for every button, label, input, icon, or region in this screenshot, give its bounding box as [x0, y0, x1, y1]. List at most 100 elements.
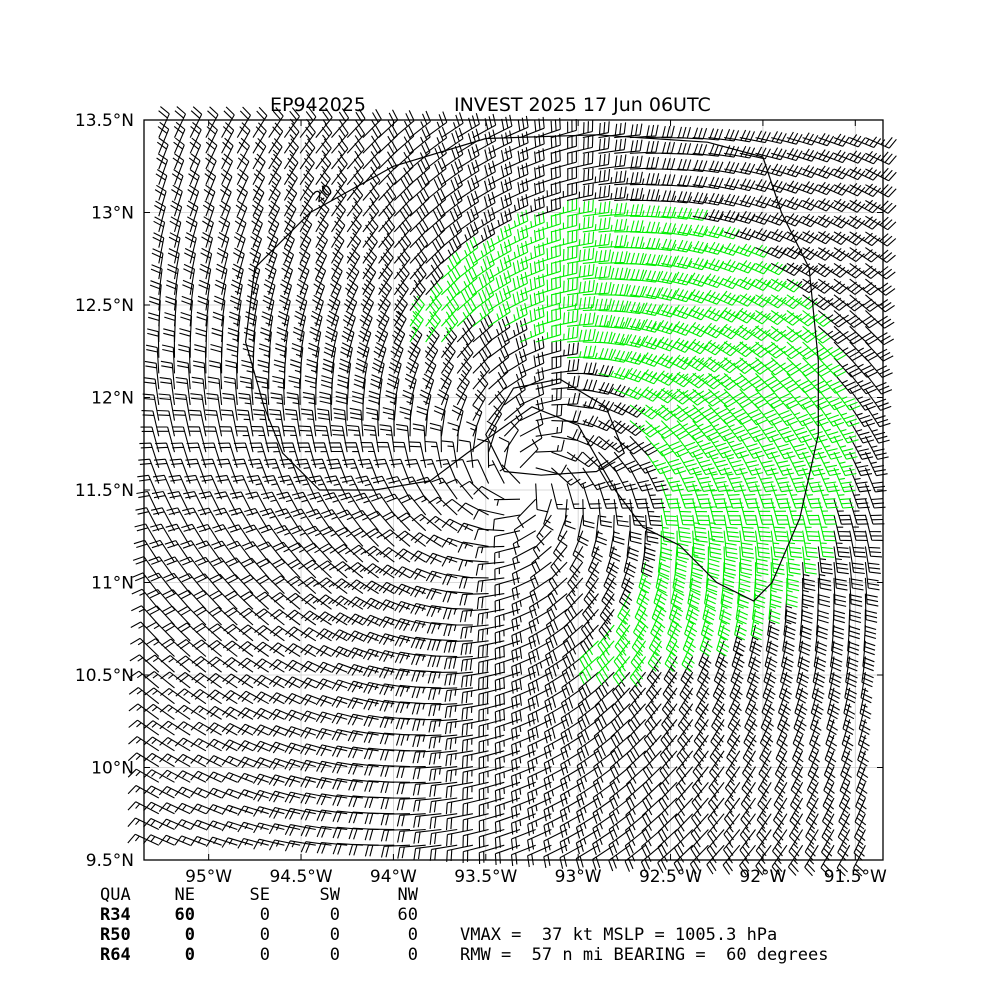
wind-barb — [723, 483, 745, 509]
wind-barb — [393, 125, 415, 154]
wind-barb — [553, 530, 568, 562]
wind-barb — [394, 634, 426, 647]
wind-barb — [324, 475, 348, 500]
wind-barb — [723, 530, 738, 560]
wind-barb — [380, 813, 411, 826]
wind-barb — [755, 829, 772, 860]
wind-barb — [425, 280, 443, 311]
wind-barb — [226, 540, 254, 563]
wind-barb — [629, 237, 661, 250]
wind-barb — [389, 458, 411, 484]
wind-barb — [233, 442, 254, 468]
wind-barb — [316, 809, 348, 822]
wind-barb — [858, 703, 871, 735]
wind-barb — [826, 703, 838, 736]
wind-barb — [708, 766, 725, 797]
wind-barb — [786, 388, 815, 410]
x-axis-ticks: 95°W 94.5°W 94°W 93.5°W 93°W 92.5°W 92°W 91.5°W — [185, 120, 887, 887]
wind-barb — [133, 539, 160, 563]
wind-barb — [706, 829, 725, 859]
wind-barb — [223, 623, 254, 642]
wind-barb — [284, 791, 316, 804]
quadrant-row-label: R50 — [100, 925, 131, 945]
wind-barb — [544, 656, 568, 682]
wind-barb — [777, 703, 791, 736]
wind-barb — [849, 593, 862, 624]
wind-barb — [706, 844, 725, 875]
quadrant-value: 0 — [260, 905, 270, 925]
wind-barb — [841, 719, 854, 751]
wind-barb — [157, 409, 176, 437]
wind-barb — [849, 420, 875, 444]
wind-barb — [175, 704, 207, 720]
wind-barb — [802, 530, 819, 559]
wind-barb — [842, 703, 855, 735]
wind-barb — [189, 121, 202, 154]
wind-barb — [582, 281, 612, 296]
wind-barb — [376, 441, 395, 468]
wind-barb — [624, 844, 646, 872]
wind-barb — [253, 838, 285, 850]
wind-barb — [818, 215, 850, 229]
wind-barb — [392, 441, 411, 468]
wind-barb — [582, 169, 611, 186]
wind-barb — [176, 655, 207, 673]
wind-barb — [461, 703, 489, 720]
wind-barb — [206, 689, 238, 705]
wind-barb — [768, 593, 781, 625]
wind-barb — [196, 523, 223, 547]
wind-barb — [545, 624, 568, 651]
wind-barb — [755, 278, 787, 292]
wind-barb — [456, 128, 480, 154]
wind-barb — [383, 493, 411, 516]
wind-barb — [519, 273, 545, 296]
wind-barb — [865, 278, 896, 296]
wind-barb — [341, 326, 355, 358]
quadrant-value: 0 — [330, 945, 340, 965]
wind-barb — [419, 389, 432, 421]
wind-barb — [847, 624, 860, 656]
wind-barb — [543, 734, 568, 759]
wind-barb — [593, 750, 615, 778]
wind-barb — [246, 474, 270, 500]
wind-barb — [315, 216, 329, 248]
wind-barb — [284, 726, 316, 738]
wind-barb — [551, 261, 578, 280]
wind-barb — [362, 109, 382, 138]
wind-barb — [248, 458, 270, 484]
wind-barb — [551, 293, 579, 312]
wind-barb — [294, 310, 307, 343]
wind-barb — [404, 373, 417, 406]
wind-barb — [143, 720, 175, 736]
wind-barb — [572, 530, 585, 563]
wind-barb — [461, 750, 489, 768]
wind-barb — [761, 687, 775, 720]
wind-barb — [299, 216, 313, 248]
wind-barb — [420, 458, 442, 484]
wind-barb — [723, 451, 748, 476]
wind-barb — [833, 562, 848, 591]
wind-barb — [849, 294, 880, 312]
wind-barb — [708, 145, 740, 158]
wind-barb — [176, 622, 207, 642]
wind-barb — [833, 231, 865, 246]
wind-barb — [599, 593, 615, 625]
wind-barb — [410, 550, 442, 563]
wind-barb — [864, 451, 888, 477]
wind-barb — [394, 583, 426, 596]
wind-barb — [190, 835, 222, 847]
wind-barb — [340, 342, 353, 374]
wind-barb — [692, 144, 724, 157]
wind-barb — [310, 458, 333, 484]
wind-barb — [428, 718, 458, 733]
wind-barb — [771, 164, 803, 178]
wind-barb — [849, 436, 874, 460]
wind-barb — [519, 351, 545, 374]
wind-barb — [598, 267, 628, 280]
wind-barb — [152, 232, 165, 264]
wind-barb — [676, 240, 709, 254]
wind-barb — [695, 687, 709, 719]
wind-barb — [447, 422, 460, 453]
wind-barb — [252, 169, 266, 201]
wind-barb — [748, 640, 762, 673]
